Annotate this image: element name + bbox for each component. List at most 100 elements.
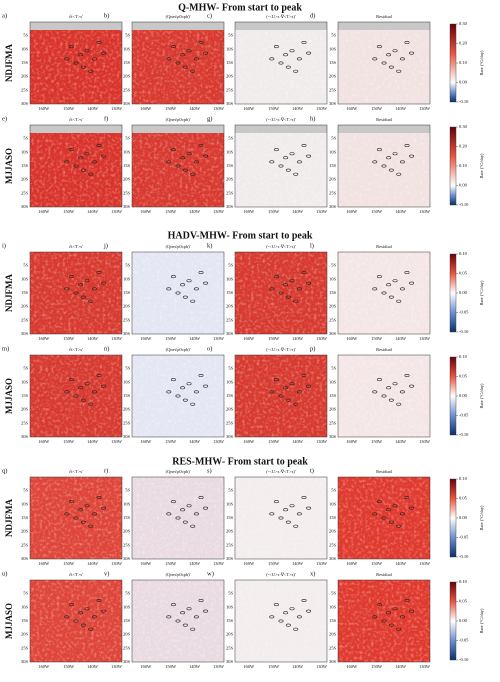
section-title: HADV-MHW- From start to peak <box>168 230 313 241</box>
x-tick-label: 130W <box>316 106 328 111</box>
colorbar-tick-label: 0.30 <box>459 124 468 129</box>
panel-label: c) <box>207 12 212 19</box>
island <box>64 390 70 394</box>
x-tick-label: 130W <box>213 336 225 341</box>
y-tick-label: 25S <box>329 317 337 322</box>
island <box>64 287 70 291</box>
y-tick-label: 15S <box>21 515 29 520</box>
colorbar-label: Rate (°C/day) <box>479 505 484 530</box>
y-tick-label: 30S <box>123 556 131 561</box>
missing-data <box>235 22 327 30</box>
island <box>381 394 387 398</box>
panel-title: (-<U>s·∇<T>s)' <box>266 469 296 474</box>
y-tick-label: 30S <box>21 331 29 336</box>
island <box>190 172 196 176</box>
map-frame <box>29 476 123 560</box>
island <box>68 275 74 279</box>
map-texture <box>30 22 122 104</box>
y-tick-label: 30S <box>226 659 234 664</box>
y-tick-label: 10S <box>123 604 131 609</box>
y-tick-label: 20S <box>226 529 234 534</box>
map-frame <box>337 251 431 335</box>
y-tick-label: 5S <box>331 136 336 141</box>
island <box>101 506 107 510</box>
row-label: MJJASO <box>4 378 14 414</box>
y-tick-label: 5S <box>331 488 336 493</box>
missing-data <box>338 125 430 133</box>
island <box>386 283 392 287</box>
panel-label: i) <box>2 242 6 249</box>
map-frame <box>234 251 328 335</box>
island <box>396 627 402 631</box>
x-tick-label: 140W <box>292 106 304 111</box>
y-tick-label: 15S <box>329 290 337 295</box>
y-tick-label: 15S <box>329 163 337 168</box>
colorbar-tick-label: 0.00 <box>459 515 468 520</box>
y-tick-label: 25S <box>226 542 234 547</box>
panel-title: (Qnet/ρ0cph)' <box>166 117 191 122</box>
panel-title: Residual <box>376 347 392 352</box>
colorbar-tick-label: -0.05 <box>459 413 469 418</box>
y-tick-label: 20S <box>329 407 337 412</box>
x-tick-label: 130W <box>111 336 123 341</box>
map-texture <box>235 580 327 662</box>
island <box>301 270 307 274</box>
y-tick-label: 15S <box>123 290 131 295</box>
island <box>186 152 192 156</box>
y-tick-label: 30S <box>21 434 29 439</box>
map-frame <box>234 21 328 105</box>
map-texture <box>338 22 430 104</box>
island <box>285 520 291 524</box>
x-tick-label: 140W <box>87 439 99 444</box>
island <box>73 291 79 295</box>
map-frame <box>337 124 431 208</box>
island <box>180 156 186 160</box>
colorbar-tick-label: 0.20 <box>459 41 468 46</box>
colorbar-tick-label: -0.10 <box>459 202 469 207</box>
y-tick-label: 30S <box>123 204 131 209</box>
panel-title: ∂t<T>s' <box>69 469 83 474</box>
island <box>78 156 84 160</box>
island <box>182 295 188 299</box>
island <box>396 524 402 528</box>
y-tick-label: 20S <box>226 74 234 79</box>
island <box>78 386 84 390</box>
island <box>101 281 107 285</box>
island <box>293 172 299 176</box>
island <box>198 373 204 377</box>
y-tick-label: 20S <box>123 304 131 309</box>
island <box>409 609 415 613</box>
panel-label: r) <box>104 467 108 474</box>
y-tick-label: 25S <box>329 645 337 650</box>
y-tick-label: 20S <box>329 177 337 182</box>
x-tick-label: 140W <box>87 336 99 341</box>
y-tick-label: 5S <box>23 136 28 141</box>
island <box>283 283 289 287</box>
y-tick-label: 25S <box>329 190 337 195</box>
x-tick-label: 140W <box>189 561 201 566</box>
island <box>101 154 107 158</box>
y-tick-label: 30S <box>123 434 131 439</box>
x-tick-label: 140W <box>189 336 201 341</box>
x-tick-label: 160W <box>346 561 358 566</box>
x-tick-label: 150W <box>268 561 280 566</box>
x-tick-label: 160W <box>140 664 152 669</box>
island <box>186 279 192 283</box>
island <box>289 504 295 508</box>
island <box>190 402 196 406</box>
x-tick-label: 160W <box>140 439 152 444</box>
x-tick-label: 160W <box>346 106 358 111</box>
y-tick-label: 10S <box>226 604 234 609</box>
y-tick-label: 15S <box>226 393 234 398</box>
y-tick-label: 15S <box>329 393 337 398</box>
island <box>78 508 84 512</box>
island <box>388 295 394 299</box>
island <box>396 402 402 406</box>
section-title: Q-MHW- From start to peak <box>178 2 302 13</box>
x-tick-label: 150W <box>371 106 383 111</box>
x-tick-label: 140W <box>87 106 99 111</box>
island <box>96 144 102 148</box>
x-tick-label: 140W <box>292 439 304 444</box>
island <box>88 524 94 528</box>
island <box>198 598 204 602</box>
